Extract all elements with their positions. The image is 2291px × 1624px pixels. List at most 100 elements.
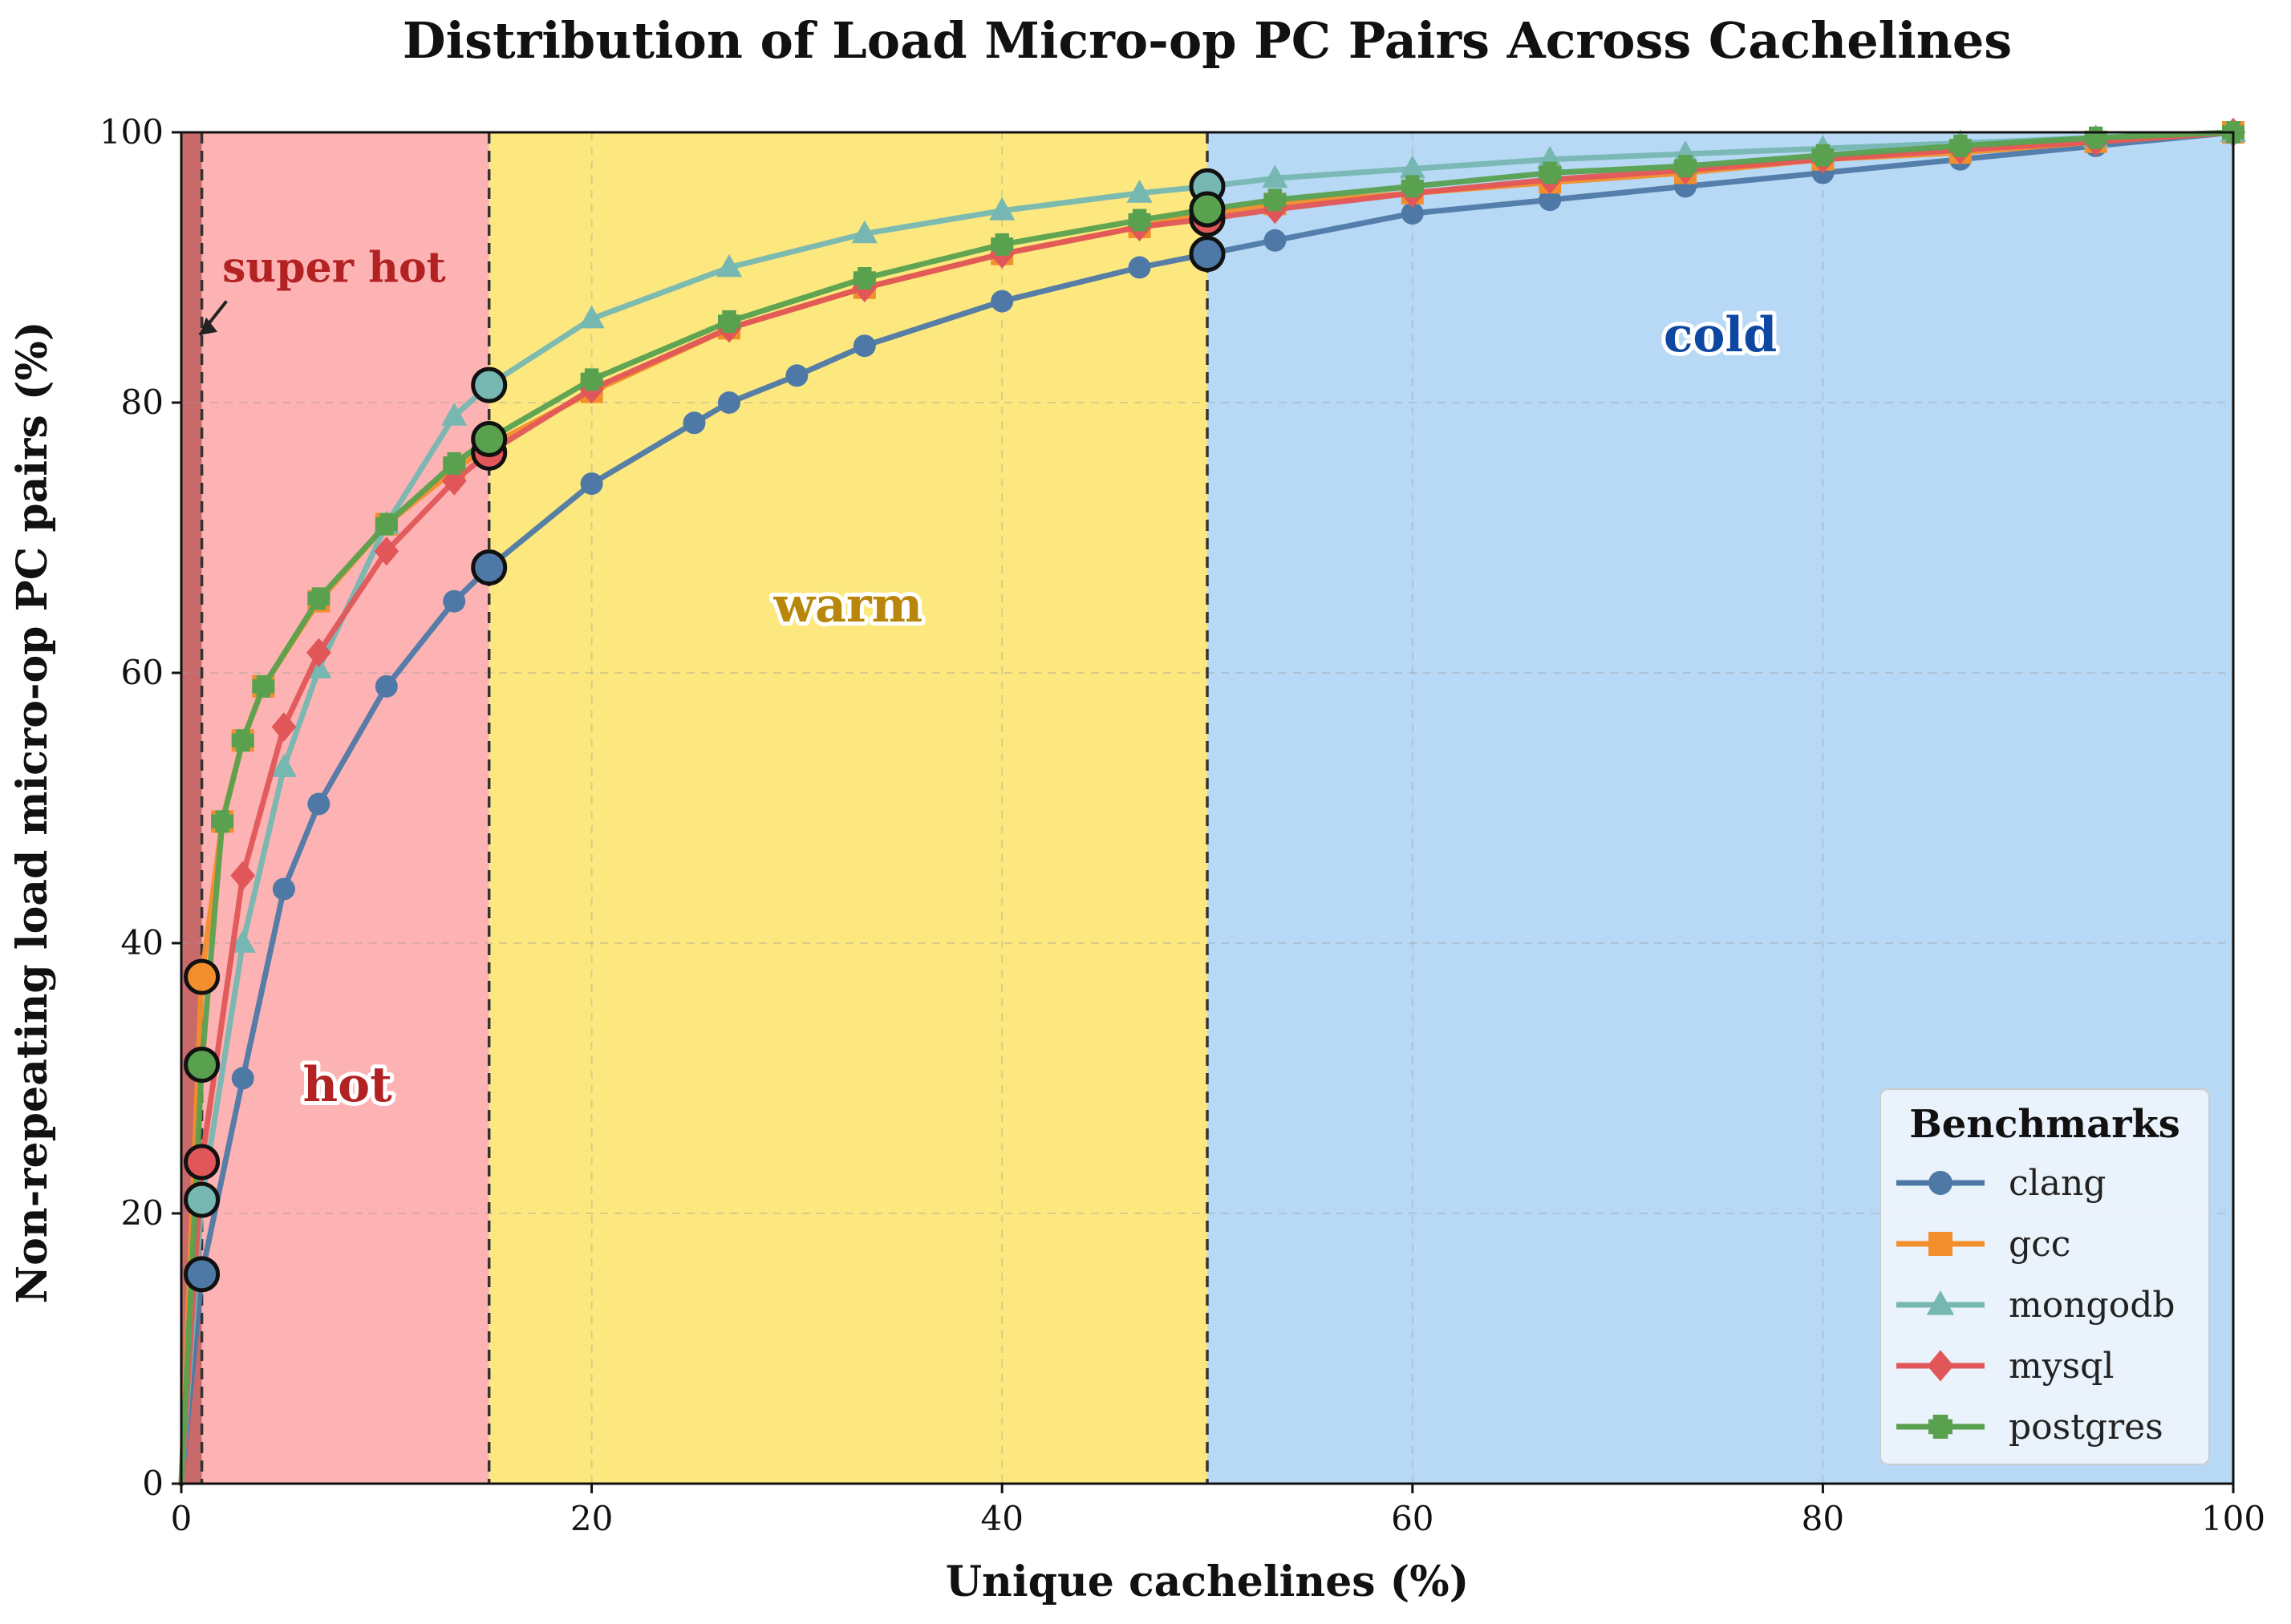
legend-label: mysql xyxy=(2009,1346,2114,1387)
data-point-clang xyxy=(785,364,809,387)
y-tick-label: 60 xyxy=(121,653,164,692)
data-point-postgres xyxy=(1539,161,1562,184)
highlight-point-clang xyxy=(184,1256,221,1293)
x-tick-label: 80 xyxy=(1802,1499,1844,1538)
data-point-mongodb xyxy=(851,220,878,244)
y-tick-label: 20 xyxy=(121,1193,164,1233)
data-point-mongodb xyxy=(1399,155,1425,179)
series-line-clang xyxy=(178,129,2236,1487)
legend-label: postgres xyxy=(2009,1407,2163,1448)
y-tick-label: 0 xyxy=(142,1464,164,1503)
data-point-clang xyxy=(1401,202,1424,225)
highlight-point-gcc xyxy=(184,958,221,995)
data-point-clang xyxy=(272,877,295,901)
legend-entry-mysql: mysql xyxy=(1896,1346,2114,1387)
region-hot xyxy=(201,132,489,1484)
legend-marker xyxy=(1928,1171,1952,1195)
data-point-clang xyxy=(375,674,398,698)
series-mysql xyxy=(178,117,2246,1487)
y-tick-label: 80 xyxy=(121,383,164,422)
series-postgres xyxy=(178,121,2245,1487)
data-point-mongodb xyxy=(578,305,605,329)
data-point-mongodb xyxy=(1126,180,1153,203)
data-point-clang xyxy=(307,792,330,816)
data-point-mongodb xyxy=(441,403,468,426)
legend-marker xyxy=(1926,1290,1955,1315)
data-point-postgres xyxy=(580,368,603,391)
legend-marker xyxy=(1928,1415,1952,1439)
data-point-mysql xyxy=(271,712,297,742)
data-point-postgres xyxy=(1128,209,1151,232)
x-tick-label: 100 xyxy=(2201,1499,2265,1538)
legend-title: Benchmarks xyxy=(1909,1102,2180,1147)
data-point-postgres xyxy=(1401,175,1424,198)
series-group xyxy=(178,117,2247,1487)
y-tick-label: 100 xyxy=(99,112,164,152)
y-tick-label: 40 xyxy=(121,923,164,962)
series-clang xyxy=(178,121,2244,1487)
highlight-point-clang xyxy=(471,549,508,586)
x-tick-label: 0 xyxy=(171,1499,193,1538)
highlight-point-mongodb xyxy=(471,367,508,403)
data-point-postgres xyxy=(991,233,1014,256)
data-point-clang xyxy=(683,411,706,435)
legend-entry-postgres: postgres xyxy=(1896,1407,2163,1448)
data-point-clang xyxy=(1128,256,1151,279)
highlight-point-postgres xyxy=(471,420,508,457)
data-point-mongodb xyxy=(1262,164,1288,188)
highlight-point-postgres xyxy=(1189,191,1226,228)
highlight-markers xyxy=(184,168,1226,1293)
highlight-point-mysql xyxy=(184,1144,221,1181)
legend: Benchmarks clang gcc mongodb mysql postgres xyxy=(1879,1088,2210,1465)
data-point-postgres xyxy=(853,266,876,290)
data-point-mysql xyxy=(230,861,256,890)
legend-entries: clang gcc mongodb mysql postgres xyxy=(1896,1163,2175,1448)
series-line-mysql xyxy=(178,129,2236,1487)
legend-marker xyxy=(1927,1350,1954,1382)
x-tick-label: 60 xyxy=(1391,1499,1433,1538)
region-label-super-hot: super hot xyxy=(222,244,446,293)
data-point-mongodb xyxy=(716,253,743,277)
x-tick-label: 40 xyxy=(980,1499,1023,1538)
data-point-postgres xyxy=(307,587,330,610)
data-point-mongodb xyxy=(989,196,1016,221)
series-line-mongodb xyxy=(178,129,2236,1487)
data-point-postgres xyxy=(443,452,466,475)
x-axis-label: Unique cachelines (%) xyxy=(946,1557,1470,1606)
data-point-clang xyxy=(853,334,876,358)
region-labels: hot warm cold super hot xyxy=(198,244,1781,1117)
legend-entry-mongodb: mongodb xyxy=(1896,1285,2175,1326)
data-point-postgres xyxy=(252,674,275,698)
axis-ticks: 0 20 40 60 80 100 0 20 40 60 80 100 xyxy=(99,112,2265,1538)
data-point-clang xyxy=(1539,188,1562,212)
data-point-postgres xyxy=(211,810,234,833)
highlight-point-postgres xyxy=(184,1047,221,1083)
data-point-mongodb xyxy=(270,754,297,777)
region-label-cold: cold xyxy=(1664,307,1777,363)
region-warm xyxy=(489,132,1207,1484)
annotation-arrow-head xyxy=(200,317,218,335)
data-point-mongodb xyxy=(229,929,256,953)
legend-label: mongodb xyxy=(2009,1285,2175,1326)
chart-title: Distribution of Load Micro-op PC Pairs A… xyxy=(403,11,2012,70)
data-point-postgres xyxy=(231,729,254,752)
data-point-clang xyxy=(580,472,603,496)
data-point-postgres xyxy=(1811,144,1835,167)
legend-marker xyxy=(1928,1232,1952,1256)
data-point-postgres xyxy=(1263,188,1287,212)
data-point-clang xyxy=(443,589,466,613)
legend-label: gcc xyxy=(2009,1224,2070,1265)
plot-border xyxy=(180,131,2235,1485)
data-point-clang xyxy=(231,1067,254,1090)
highlight-point-mongodb xyxy=(184,1181,221,1218)
x-tick-label: 20 xyxy=(570,1499,613,1538)
data-point-postgres xyxy=(375,512,398,536)
legend-label: clang xyxy=(2009,1163,2106,1204)
y-axis-label: Non-repeating load micro-op PC pairs (%) xyxy=(8,322,57,1304)
highlight-point-clang xyxy=(1189,236,1226,273)
data-point-clang xyxy=(1263,229,1287,252)
data-point-postgres xyxy=(1948,134,1972,157)
data-point-postgres xyxy=(1674,155,1697,178)
data-point-mysql xyxy=(306,638,331,667)
